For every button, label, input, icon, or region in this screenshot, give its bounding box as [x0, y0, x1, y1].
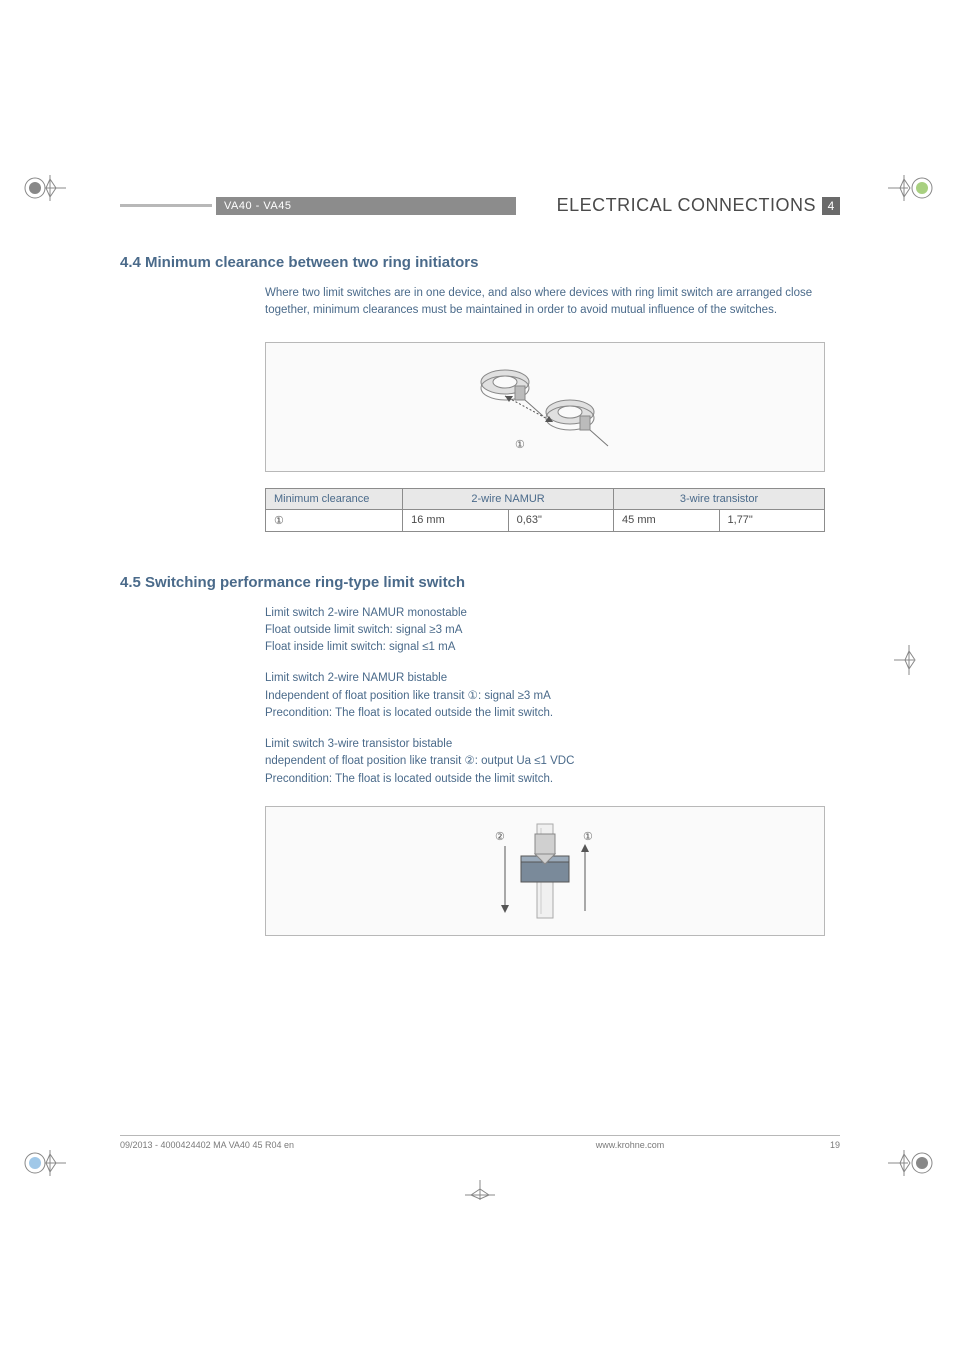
- figure-float: ② ①: [265, 806, 825, 936]
- cell-trans-in: 1,77": [719, 509, 824, 531]
- cell-trans-mm: 45 mm: [614, 509, 719, 531]
- product-badge: VA40 - VA45: [216, 197, 516, 215]
- line: Limit switch 3-wire transistor bistable: [265, 736, 840, 753]
- table-row: ① 16 mm 0,63" 45 mm 1,77": [266, 509, 825, 531]
- block-namur-bistable: Limit switch 2-wire NAMUR bistable Indep…: [265, 670, 840, 722]
- regmark-right-mid: [894, 640, 924, 680]
- clearance-diagram-icon: ①: [435, 352, 655, 462]
- regmark-top-right: [888, 165, 934, 211]
- line: ndependent of float position like transi…: [265, 753, 840, 770]
- footer-doc-id: 09/2013 - 4000424402 MA VA40 45 R04 en: [120, 1140, 460, 1150]
- line: Independent of float position like trans…: [265, 688, 840, 705]
- th-3wire-transistor: 3-wire transistor: [614, 488, 825, 509]
- section-4-4-heading: 4.4 Minimum clearance between two ring i…: [120, 254, 840, 271]
- chapter-title: ELECTRICAL CONNECTIONS: [524, 195, 822, 216]
- regmark-bottom-left: [20, 1140, 66, 1186]
- block-monostable: Limit switch 2-wire NAMUR monostable Flo…: [265, 605, 840, 657]
- fig2-label-right: ①: [583, 831, 593, 843]
- page-footer: 09/2013 - 4000424402 MA VA40 45 R04 en w…: [120, 1135, 840, 1150]
- clearance-table: Minimum clearance 2-wire NAMUR 3-wire tr…: [265, 488, 825, 532]
- footer-url: www.krohne.com: [460, 1140, 800, 1150]
- float-diagram-icon: ② ①: [435, 816, 655, 926]
- cell-namur-mm: 16 mm: [403, 509, 508, 531]
- figure-clearance: ①: [265, 342, 825, 472]
- header-rule: [120, 204, 212, 207]
- block-transistor-bistable: Limit switch 3-wire transistor bistable …: [265, 736, 840, 788]
- regmark-bottom-right: [888, 1140, 934, 1186]
- th-2wire-namur: 2-wire NAMUR: [403, 488, 614, 509]
- line: Precondition: The float is located outsi…: [265, 705, 840, 722]
- line: Precondition: The float is located outsi…: [265, 771, 840, 788]
- footer-page-number: 19: [800, 1140, 840, 1150]
- th-min-clearance: Minimum clearance: [266, 488, 403, 509]
- page-header: VA40 - VA45 ELECTRICAL CONNECTIONS 4: [120, 195, 840, 216]
- cell-label: ①: [266, 509, 403, 531]
- line: Limit switch 2-wire NAMUR monostable: [265, 605, 840, 622]
- chapter-number: 4: [822, 197, 840, 215]
- line: Limit switch 2-wire NAMUR bistable: [265, 670, 840, 687]
- svg-text:①: ①: [515, 439, 525, 451]
- regmark-top-left: [20, 165, 66, 211]
- section-4-5-heading: 4.5 Switching performance ring-type limi…: [120, 574, 840, 591]
- regmark-bottom-mid: [460, 1180, 500, 1210]
- line: Float inside limit switch: signal ≤1 mA: [265, 639, 840, 656]
- line: Float outside limit switch: signal ≥3 mA: [265, 622, 840, 639]
- section-4-4-paragraph: Where two limit switches are in one devi…: [265, 285, 840, 320]
- fig2-label-left: ②: [495, 831, 505, 843]
- cell-namur-in: 0,63": [508, 509, 613, 531]
